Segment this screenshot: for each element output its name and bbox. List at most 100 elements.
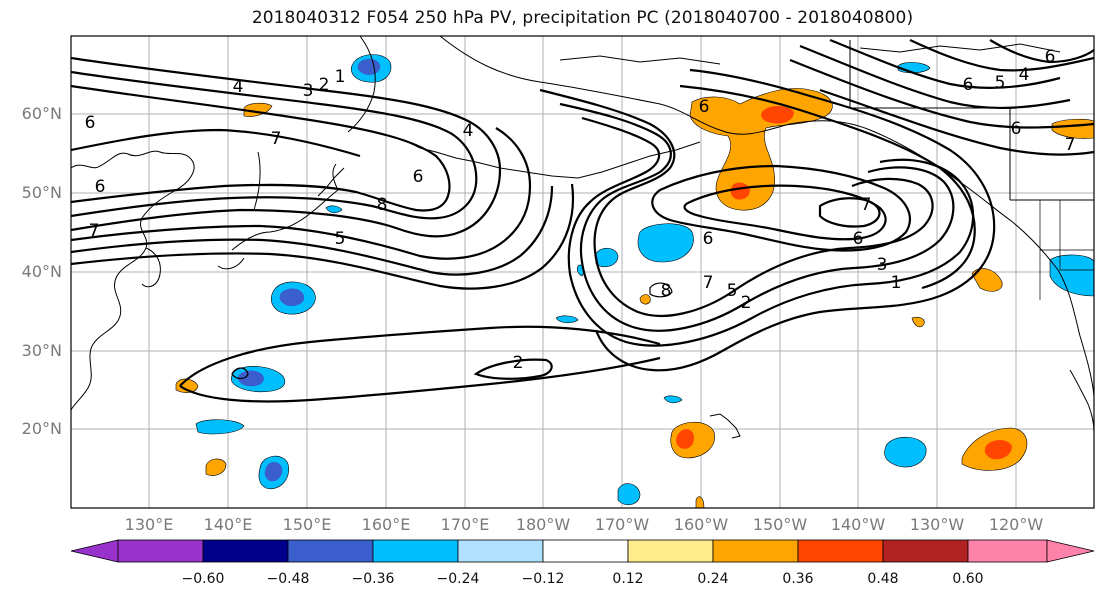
- contour-label: 6: [853, 229, 864, 249]
- lon-label: 150°W: [752, 515, 808, 534]
- contour-label: 5: [995, 73, 1006, 93]
- pv-contours: [71, 38, 1094, 403]
- contour-label: 2: [741, 293, 752, 313]
- coastline-kamchatka: [347, 36, 376, 133]
- colorbar-bin: [287, 539, 374, 563]
- pv-contour: [71, 128, 361, 158]
- pv-contour: [909, 39, 1094, 72]
- pv-contour: [819, 88, 1094, 156]
- precip-anomaly-negative: [325, 205, 343, 214]
- pv-contour: [71, 127, 532, 260]
- lon-label: 140°W: [830, 515, 886, 534]
- pv-contour: [473, 358, 553, 380]
- colorbar: [70, 539, 1095, 563]
- coastline-east-asia: [71, 150, 195, 411]
- colorbar-tick-label: 0.36: [782, 571, 814, 587]
- lon-label: 160°E: [361, 515, 411, 534]
- colorbar-bin: [542, 539, 629, 563]
- border-us-states: [1039, 200, 1094, 300]
- colorbar-tick-label: −0.36: [351, 571, 395, 587]
- pv-contour: [683, 184, 887, 241]
- border-canada-us: [849, 40, 1094, 201]
- coastline-kuril-islands: [317, 167, 345, 197]
- contour-label: 7: [861, 195, 872, 215]
- contour-label: 6: [963, 75, 974, 95]
- colorbar-bin: [457, 539, 544, 563]
- pv-contour: [799, 44, 1071, 110]
- pv-contour: [71, 70, 478, 220]
- map-title: 2018040312 F054 250 hPa PV, precipitatio…: [251, 8, 914, 28]
- lon-label: 170°W: [594, 515, 650, 534]
- precip-anomaly-positive: [695, 496, 705, 508]
- contour-label: 1: [891, 273, 902, 293]
- contour-label: 4: [233, 77, 244, 97]
- lon-label: 170°E: [440, 515, 490, 534]
- pv-contour: [179, 325, 661, 387]
- precip-anomaly-negative: [617, 483, 641, 506]
- precip-anomaly-negative: [279, 288, 305, 306]
- contour-label: 1: [335, 67, 346, 87]
- lon-label: 130°E: [124, 515, 174, 534]
- contour-label: 5: [335, 229, 346, 249]
- colorbar-tick-label: 0.48: [867, 571, 899, 587]
- precip-anomaly-positive: [761, 106, 794, 124]
- colorbar-bin: [882, 539, 969, 563]
- precip-anomaly-positive: [676, 429, 694, 449]
- precip-anomaly-positive: [639, 294, 651, 305]
- contour-label: 3: [303, 81, 314, 101]
- pv-contour: [829, 38, 1061, 89]
- colorbar-bin: [202, 539, 289, 563]
- contour-label: 8: [377, 195, 388, 215]
- lat-label: 50°N: [21, 183, 62, 202]
- pv-contour: [559, 102, 955, 332]
- colorbar-extend-high: [1046, 539, 1095, 563]
- contour-label: 6: [699, 97, 710, 117]
- precip-anomaly-negative: [663, 395, 683, 404]
- pv-contour: [679, 84, 976, 290]
- coastline-korea: [141, 247, 161, 288]
- lon-label: 160°W: [673, 515, 729, 534]
- lon-label: 140°E: [203, 515, 253, 534]
- contour-label: 4: [463, 121, 474, 141]
- lon-label: 130°W: [909, 515, 965, 534]
- lat-label: 20°N: [21, 419, 62, 438]
- colorbar-tick-label: −0.48: [266, 571, 310, 587]
- pv-contours-thin: [231, 282, 673, 380]
- pv-contour: [71, 183, 575, 290]
- lon-label: 180°W: [515, 515, 571, 534]
- pv-contour: [649, 282, 673, 298]
- contour-label: 6: [95, 177, 106, 197]
- contour-label: 7: [89, 221, 100, 241]
- precip-anomaly-negative: [555, 315, 579, 324]
- contour-label: 6: [1011, 119, 1022, 139]
- lat-label: 40°N: [21, 262, 62, 281]
- pv-contour: [567, 116, 975, 347]
- precip-anomaly-positive: [984, 440, 1012, 460]
- contour-label: 8: [661, 281, 672, 301]
- precip-anomaly-negative: [264, 462, 283, 482]
- precip-anomaly-positive: [175, 378, 199, 393]
- colorbar-bin: [117, 539, 204, 563]
- pv-contour: [651, 164, 911, 252]
- pv-contour: [789, 58, 1094, 129]
- colorbar-tick-label: −0.60: [181, 571, 225, 587]
- precip-anomaly-positive: [205, 458, 227, 476]
- precip-anomaly-negative: [237, 370, 264, 387]
- precip-anomaly-positive: [689, 88, 833, 211]
- contour-labels: 4 3 2 1 7 6 4 8 6 5 7 6 7 6 3 1 2 8 7 5 …: [85, 47, 1076, 373]
- lon-label: 150°E: [282, 515, 332, 534]
- colorbar-bin: [372, 539, 459, 563]
- coastline-alaska: [439, 36, 1094, 397]
- precip-anomaly-negative: [595, 247, 619, 268]
- map-frame: [70, 35, 1095, 509]
- colorbar-bin: [797, 539, 884, 563]
- pv-contour: [594, 68, 996, 372]
- coastline-hawaii: [709, 413, 741, 439]
- contour-label: 2: [513, 353, 524, 373]
- colorbar-extend-low: [70, 539, 119, 563]
- coastlines: [71, 36, 1094, 439]
- map-panel: [71, 36, 1094, 508]
- pv-contour: [71, 185, 554, 276]
- pv-contour: [231, 367, 249, 380]
